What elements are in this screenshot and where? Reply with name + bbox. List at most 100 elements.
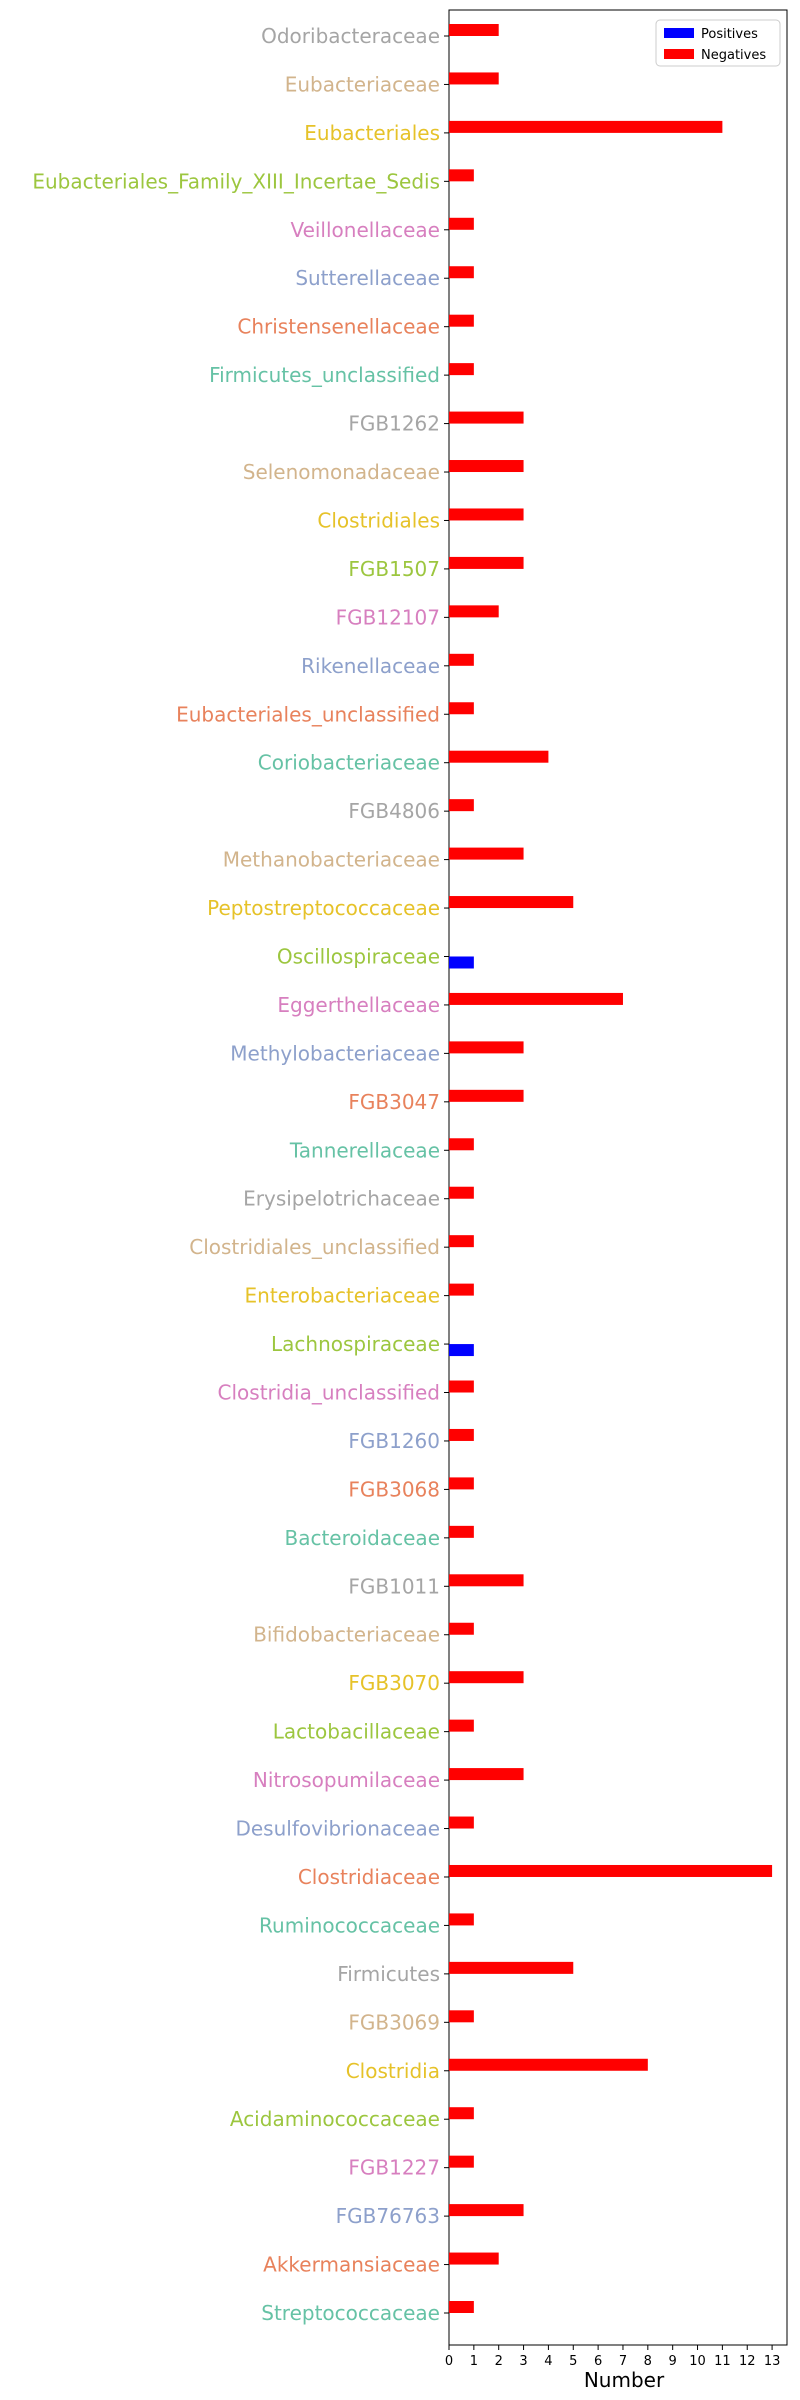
bar-negatives (449, 411, 524, 424)
category-label: Desulfovibrionaceae (235, 1817, 440, 1841)
category-label: Sutterellaceae (295, 266, 440, 290)
category-label: FGB4806 (348, 799, 440, 823)
bar-negatives (449, 1041, 524, 1054)
bar-negatives (449, 2155, 474, 2168)
bar-negatives (449, 847, 524, 860)
category-label: Methylobacteriaceae (230, 1041, 440, 1065)
category-label: Eubacteriales_Family_XIII_Incertae_Sedis (32, 169, 440, 193)
bar-negatives (449, 314, 474, 327)
bar-negatives (449, 653, 474, 666)
category-label: FGB3070 (348, 1671, 440, 1695)
bar-negatives (449, 2107, 474, 2120)
category-label: Eubacteriales_unclassified (176, 702, 440, 726)
bar-negatives (449, 1089, 524, 1102)
bar-negatives (449, 1864, 773, 1877)
bar-negatives (449, 1525, 474, 1538)
bar-negatives (449, 1768, 524, 1781)
bar-negatives (449, 1380, 474, 1393)
bar-negatives (449, 1477, 474, 1490)
bar-negatives (449, 72, 499, 85)
bar-negatives (449, 1235, 474, 1248)
category-label: Eubacteriales (304, 121, 440, 145)
category-label: Firmicutes (337, 1962, 440, 1986)
category-label: Acidaminococcaceae (230, 2107, 440, 2131)
category-label: Christensenellaceae (237, 315, 440, 339)
legend-label: Positives (701, 27, 758, 42)
bar-negatives (449, 702, 474, 715)
category-label: Ruminococcaceae (259, 1913, 440, 1937)
x-tick-label: 12 (739, 2354, 756, 2369)
category-label: Bifidobacteriaceae (253, 1623, 440, 1647)
bar-negatives (449, 1913, 474, 1926)
bar-negatives (449, 896, 574, 909)
bar-negatives (449, 120, 723, 133)
category-label: Lactobacillaceae (273, 1720, 440, 1744)
category-label: Clostridiaceae (298, 1865, 440, 1889)
x-tick-label: 4 (544, 2354, 552, 2369)
x-tick-label: 7 (619, 2354, 627, 2369)
bar-negatives (449, 992, 623, 1005)
category-label: Erysipelotrichaceae (243, 1187, 440, 1211)
bar-negatives (449, 2058, 648, 2071)
x-tick-label: 2 (495, 2354, 503, 2369)
bar-negatives (449, 24, 499, 36)
bar-positives (449, 1344, 474, 1357)
bar-negatives (449, 1428, 474, 1441)
bar-negatives (449, 750, 549, 763)
category-label: FGB3069 (348, 2010, 440, 2034)
bar-negatives (449, 266, 474, 279)
bar-negatives (449, 605, 499, 618)
category-label: FGB3068 (348, 1477, 440, 1501)
bar-negatives (449, 2252, 499, 2265)
category-label: Clostridia_unclassified (218, 1381, 440, 1405)
x-tick-label: 11 (714, 2354, 731, 2369)
category-label: Oscillospiraceae (277, 944, 440, 968)
legend-label: Negatives (701, 48, 766, 63)
category-label: Lachnospiraceae (271, 1332, 440, 1356)
category-label: Akkermansiaceae (263, 2253, 440, 2277)
category-label: Enterobacteriaceae (245, 1284, 440, 1308)
bar-negatives (449, 1719, 474, 1732)
category-label: Tannerellaceae (289, 1138, 440, 1162)
legend-swatch (664, 28, 694, 38)
category-label: Clostridiales_unclassified (189, 1235, 440, 1259)
category-label: Selenomonadaceae (243, 460, 440, 484)
bar-negatives (449, 799, 474, 812)
category-label: Streptococcaceae (261, 2301, 440, 2325)
category-labels: Odoribacteraceae Eubacteriaceae Eubacteria… (32, 24, 449, 2325)
legend-swatch (664, 49, 694, 59)
bar-negatives (449, 1816, 474, 1829)
bar-negatives (449, 556, 524, 569)
bar-positives (449, 956, 474, 969)
x-tick-label: 6 (594, 2354, 602, 2369)
x-tick-label: 1 (470, 2354, 478, 2369)
plot-frame (448, 9, 788, 2346)
category-label: Clostridiales (317, 508, 440, 532)
x-tick-label: 10 (689, 2354, 706, 2369)
category-label: Clostridia (346, 2059, 440, 2083)
category-label: Odoribacteraceae (261, 24, 440, 48)
bar-negatives (449, 1138, 474, 1151)
bar-negatives (449, 1283, 474, 1296)
bar-negatives (449, 363, 474, 376)
category-label: Bacteroidaceae (284, 1526, 440, 1550)
category-label: Nitrosopumilaceae (253, 1768, 440, 1792)
bar-negatives (449, 217, 474, 230)
bar-negatives (449, 2204, 524, 2217)
category-label: Veillonellaceae (290, 218, 440, 242)
bar-negatives (449, 2010, 474, 2023)
category-label: FGB1507 (348, 557, 440, 581)
category-label: Eubacteriaceae (285, 72, 440, 96)
category-label: FGB12107 (336, 605, 440, 629)
bar-negatives (449, 1622, 474, 1635)
bar-negatives (449, 1671, 524, 1684)
category-label: Peptostreptococcaceae (207, 896, 440, 920)
bar-negatives (449, 1961, 574, 1974)
bar-negatives (449, 1186, 474, 1199)
category-label: FGB1262 (348, 412, 440, 436)
bar-negatives (449, 169, 474, 182)
bar-negatives (449, 508, 524, 521)
category-label: Firmicutes_unclassified (209, 363, 440, 387)
category-label: FGB3047 (348, 1090, 440, 1114)
